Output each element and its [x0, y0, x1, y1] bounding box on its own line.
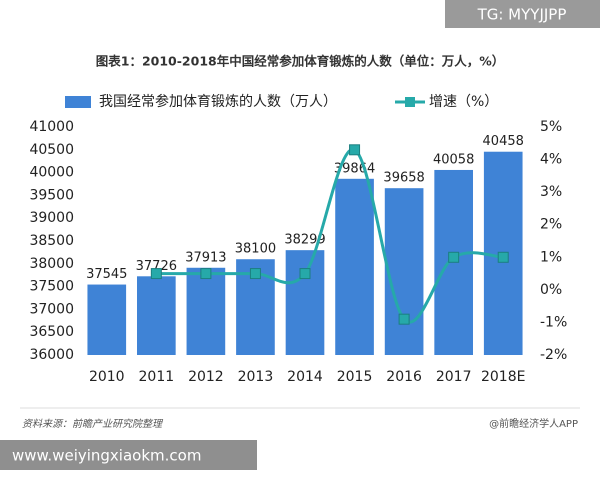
line-marker	[497, 251, 509, 263]
y2-tick-label: -1%	[540, 314, 567, 330]
data-label: 39658	[383, 171, 424, 186]
bar	[335, 178, 374, 355]
y-tick-label: 37500	[29, 279, 74, 295]
legend-swatch	[405, 97, 415, 107]
y-tick-label: 38500	[29, 233, 74, 249]
bar	[87, 284, 127, 355]
credit: @前瞻经济学人APP	[489, 417, 578, 430]
footer-url: www.weiyingxiaokm.com	[12, 447, 201, 465]
data-label: 38100	[235, 242, 276, 257]
url-box	[0, 440, 257, 470]
y2-tick-label: 2%	[540, 217, 562, 233]
bar	[137, 276, 176, 355]
y-tick-label: 40500	[29, 142, 74, 158]
x-tick-label: 2017	[436, 369, 472, 385]
chart-title: 图表1：2010-2018年中国经常参加体育锻炼的人数（单位：万人，%）	[96, 54, 505, 69]
x-tick-label: 2011	[139, 369, 175, 385]
legend-label: 我国经常参加体育锻炼的人数（万人）	[99, 93, 337, 110]
x-tick-label: 2012	[188, 369, 224, 385]
y-tick-label: 40000	[29, 165, 74, 181]
y-tick-label: 36500	[29, 324, 74, 340]
watermark-box	[445, 0, 600, 28]
watermark: TG: MYYJJPP	[477, 6, 567, 24]
line-marker	[200, 268, 212, 280]
line-marker	[299, 268, 311, 280]
x-tick-label: 2016	[386, 369, 422, 385]
data-label: 40058	[433, 152, 474, 167]
y2-tick-label: 3%	[540, 184, 562, 200]
data-label: 37726	[136, 259, 177, 274]
x-tick-label: 2013	[238, 369, 274, 385]
data-label: 37545	[86, 267, 127, 282]
source: 资料来源：前瞻产业研究院整理	[22, 418, 164, 430]
line-marker	[398, 313, 410, 325]
y-tick-label: 38000	[29, 256, 74, 272]
line-marker	[448, 251, 460, 263]
data-label: 37913	[185, 250, 226, 265]
line-marker	[249, 268, 261, 280]
bar	[285, 250, 325, 355]
y-tick-label: 41000	[29, 119, 74, 135]
y-tick-label: 37000	[29, 301, 74, 317]
x-tick-label: 2018E	[481, 369, 525, 385]
growth-line	[156, 148, 504, 324]
y-tick-label: 36000	[29, 347, 74, 363]
x-tick-label: 2015	[337, 369, 373, 385]
data-label: 38299	[284, 233, 325, 248]
y2-tick-label: -2%	[540, 347, 567, 363]
y2-tick-label: 5%	[540, 119, 562, 135]
y-tick-label: 39500	[29, 187, 74, 203]
bar	[186, 267, 226, 355]
x-tick-label: 2010	[89, 369, 125, 385]
line-marker	[349, 144, 361, 156]
bar	[384, 188, 424, 355]
line-marker	[150, 268, 162, 280]
y2-tick-label: 4%	[540, 152, 562, 168]
y-tick-label: 39000	[29, 210, 74, 226]
y2-tick-label: 0%	[540, 282, 562, 298]
data-label: 40458	[483, 134, 524, 149]
legend-swatch	[65, 96, 91, 108]
y2-tick-label: 1%	[540, 249, 562, 265]
x-tick-label: 2014	[287, 369, 323, 385]
legend-label: 增速（%）	[429, 94, 498, 110]
